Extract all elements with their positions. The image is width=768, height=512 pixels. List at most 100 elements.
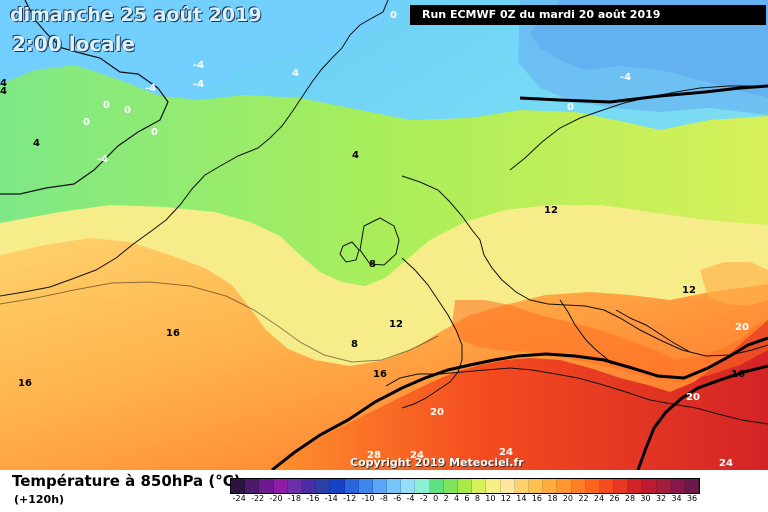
temperature-map-svg: 0 4 -4 -4 -4 4 -4 4 4 0 0 0 0 -4 0 4 4 1…	[0, 0, 768, 470]
coastline-greenland	[0, 0, 169, 195]
scale-label-11: -2	[419, 494, 428, 503]
legend-subtitle: (+120h)	[14, 493, 65, 506]
coastline-scandinavia	[509, 85, 760, 171]
local-time-label: 2:00 locale	[12, 32, 136, 56]
map-label-17: 12	[544, 205, 558, 216]
scale-swatch-5	[301, 479, 317, 493]
scale-label-4: -16	[306, 494, 320, 503]
scale-swatch-17	[472, 479, 487, 493]
map-label-21: 20	[735, 322, 749, 333]
scale-label-6: -12	[343, 494, 357, 503]
scale-swatch-24	[571, 479, 586, 493]
scale-label-30: 36	[686, 494, 698, 503]
scale-swatch-12	[401, 479, 416, 493]
forecast-date-label: dimanche 25 août 2019	[10, 4, 262, 26]
scale-label-10: -4	[406, 494, 415, 503]
scale-label-8: -8	[379, 494, 388, 503]
scale-label-23: 22	[578, 494, 589, 503]
scale-swatch-14	[429, 479, 444, 493]
map-label-0: 0	[390, 10, 397, 21]
contour-0c	[519, 84, 768, 104]
scale-swatch-29	[642, 479, 657, 493]
scale-label-5: -14	[324, 494, 338, 503]
scale-swatch-28	[628, 479, 643, 493]
scale-label-12: 0	[433, 494, 439, 503]
scale-label-14: 4	[454, 494, 460, 503]
map-label-14: 0	[567, 102, 574, 113]
map-label-15: 4	[352, 150, 359, 161]
map-label-10: 0	[124, 105, 131, 116]
scale-swatch-3	[273, 479, 288, 493]
map-label-2: -4	[193, 60, 204, 71]
scale-label-20: 16	[531, 494, 542, 503]
map-label-11: 0	[83, 117, 90, 128]
scale-label-13: 2	[443, 494, 449, 503]
map-label-28: 20	[686, 392, 700, 403]
map-label-1: 4	[104, 10, 111, 21]
scale-label-18: 12	[500, 494, 511, 503]
scale-label-25: 26	[609, 494, 620, 503]
map-label-3: -4	[193, 79, 204, 90]
legend-panel: Température à 850hPa (°C) (+120h) -24 -22…	[0, 470, 768, 512]
scale-swatch-19	[500, 479, 515, 493]
scale-swatch-10	[372, 479, 388, 493]
map-label-23: 8	[351, 339, 358, 350]
scale-swatch-8	[344, 479, 359, 493]
coastline-balkans	[615, 309, 691, 353]
sea-black	[700, 262, 768, 306]
map-label-18: 8	[369, 259, 376, 270]
scale-swatch-31	[670, 479, 685, 493]
map-label-5: 4	[292, 68, 299, 79]
scale-swatch-21	[528, 479, 544, 493]
copyright-label: Copyright 2019 Meteociel.fr	[350, 456, 524, 469]
scale-label-0: -24	[232, 494, 246, 503]
map-label-6: -4	[620, 72, 631, 83]
coastline-europe	[401, 175, 768, 357]
map-label-26: 16	[731, 369, 745, 380]
scale-swatch-20	[514, 479, 529, 493]
coastline-italy	[559, 299, 613, 365]
scale-swatch-30	[656, 479, 671, 493]
scale-swatch-2	[259, 479, 274, 493]
scale-swatch-0	[231, 479, 246, 493]
scale-swatch-1	[245, 479, 260, 493]
map-label-8: 4	[33, 138, 40, 149]
scale-swatch-32	[685, 479, 700, 493]
map-label-7: 4	[0, 86, 7, 97]
scale-label-19: 14	[516, 494, 527, 503]
legend-title: Température à 850hPa (°C)	[12, 472, 241, 490]
map-label-31: 24	[499, 447, 513, 458]
scale-swatch-15	[443, 479, 458, 493]
scale-label-1: -22	[251, 494, 265, 503]
scale-swatch-22	[543, 479, 558, 493]
scale-label-21: 18	[547, 494, 558, 503]
scale-swatch-16	[458, 479, 473, 493]
scale-swatch-7	[330, 479, 345, 493]
temperature-scale-labels: -24 -22 -20 -18 -16 -14 -12 -10 -8 -6 -4 -2 0 2 4 6 8 10 1…	[230, 495, 700, 503]
sea-mediterranean	[452, 300, 768, 382]
map-label-27: 20	[430, 407, 444, 418]
scale-swatch-27	[614, 479, 629, 493]
contour-20c-east	[636, 364, 768, 470]
scale-label-29: 34	[671, 494, 682, 503]
map-label-4: -4	[145, 83, 156, 94]
scale-swatch-11	[387, 479, 402, 493]
map-label-16: 4	[0, 78, 7, 89]
contour-24c-north	[0, 281, 439, 363]
model-run-banner: Run ECMWF 0Z du mardi 20 août 2019	[410, 5, 766, 25]
scale-label-2: -20	[269, 494, 283, 503]
cold-region-greenland	[0, 0, 390, 285]
scale-swatch-9	[358, 479, 373, 493]
scale-label-22: 20	[562, 494, 574, 503]
scale-swatch-25	[585, 479, 600, 493]
contour-20c-sahara	[271, 336, 768, 470]
northern-cool-region-2	[518, 0, 768, 115]
scale-label-15: 6	[464, 494, 470, 503]
scale-swatch-13	[415, 479, 430, 493]
coastline-iberia	[401, 257, 463, 409]
scale-label-24: 24	[593, 494, 605, 503]
temperature-map: 0 4 -4 -4 -4 4 -4 4 4 0 0 0 0 -4 0 4 4 1…	[0, 0, 768, 470]
map-label-12: 0	[151, 127, 158, 138]
scale-swatch-18	[486, 479, 501, 493]
